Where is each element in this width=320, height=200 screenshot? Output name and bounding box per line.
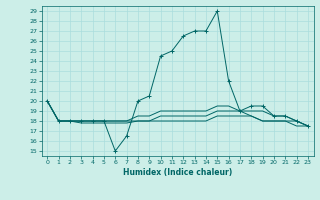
X-axis label: Humidex (Indice chaleur): Humidex (Indice chaleur) <box>123 168 232 177</box>
